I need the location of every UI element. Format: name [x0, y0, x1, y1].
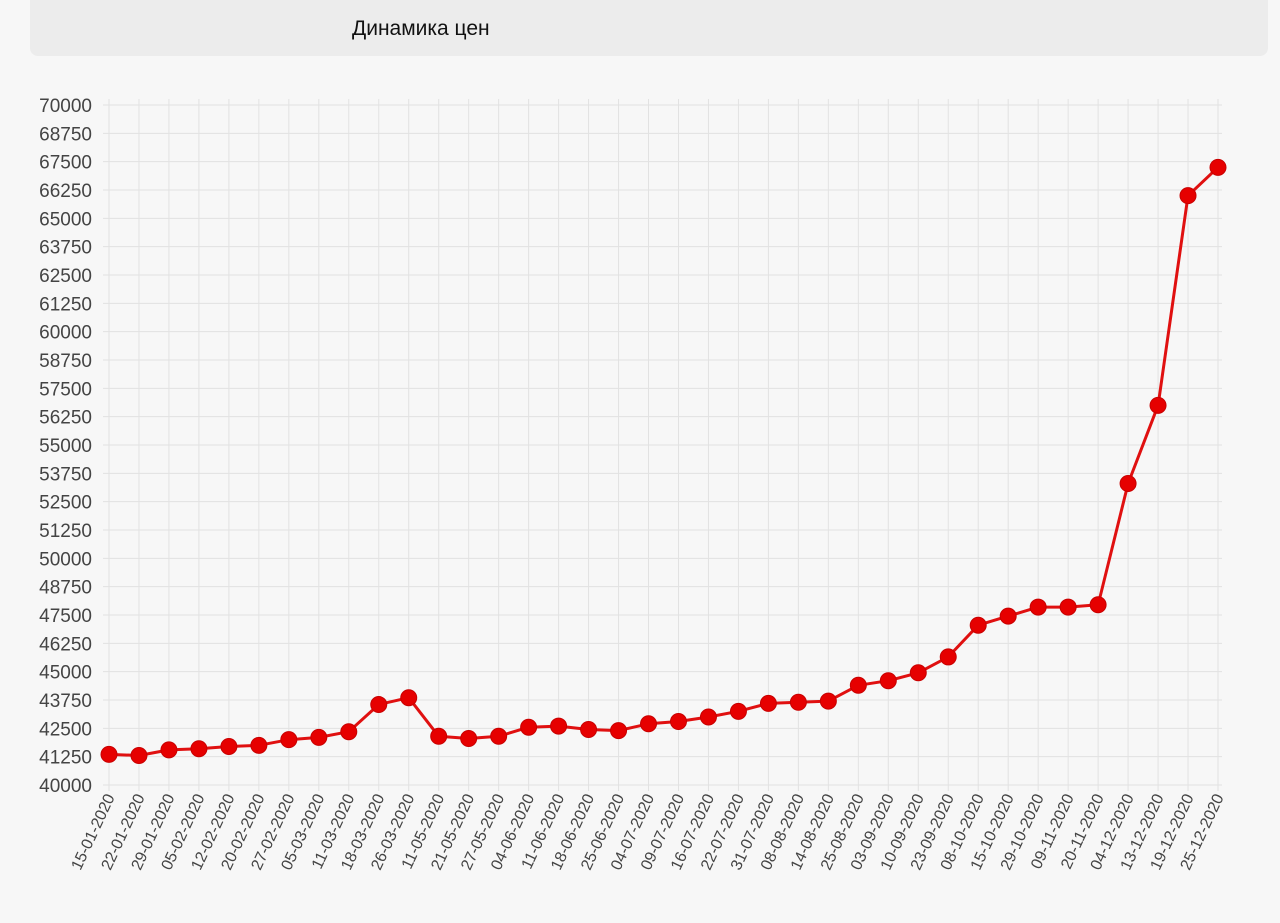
data-point[interactable]	[370, 696, 388, 714]
y-tick-label: 61250	[39, 294, 92, 315]
y-axis: 40000 41250 42500 43750 45000 46250 47500 48750…	[39, 96, 92, 797]
data-point[interactable]	[220, 737, 238, 755]
y-tick-label: 60000	[39, 323, 92, 344]
y-tick-label: 67500	[39, 153, 92, 174]
data-point[interactable]	[999, 607, 1017, 625]
data-point[interactable]	[580, 720, 598, 738]
y-tick-label: 57500	[39, 379, 92, 400]
data-point[interactable]	[430, 727, 448, 745]
y-tick-label: 43750	[39, 691, 92, 712]
data-point[interactable]	[310, 728, 328, 746]
data-point[interactable]	[160, 741, 178, 759]
y-tick-label: 50000	[39, 549, 92, 570]
data-point[interactable]	[969, 616, 987, 634]
data-point[interactable]	[490, 727, 508, 745]
y-tick-label: 51250	[39, 521, 92, 542]
data-point[interactable]	[1209, 158, 1227, 176]
data-point[interactable]	[1149, 396, 1167, 414]
data-point[interactable]	[280, 731, 298, 749]
data-point[interactable]	[100, 745, 118, 763]
y-tick-label: 52500	[39, 493, 92, 514]
y-tick-label: 40000	[39, 776, 92, 797]
header-bar: Динамика цен	[30, 0, 1268, 56]
data-point[interactable]	[340, 723, 358, 741]
data-point[interactable]	[849, 676, 867, 694]
data-point[interactable]	[550, 717, 568, 735]
data-point[interactable]	[879, 672, 897, 690]
data-point[interactable]	[729, 702, 747, 720]
data-point[interactable]	[699, 708, 717, 726]
data-point[interactable]	[1179, 187, 1197, 205]
y-tick-label: 70000	[39, 96, 92, 117]
y-tick-label: 53750	[39, 464, 92, 485]
data-point[interactable]	[460, 730, 478, 748]
data-point[interactable]	[819, 692, 837, 710]
y-tick-label: 62500	[39, 266, 92, 287]
data-point[interactable]	[939, 648, 957, 666]
y-tick-label: 45000	[39, 663, 92, 684]
data-point[interactable]	[1089, 596, 1107, 614]
data-point[interactable]	[130, 747, 148, 765]
y-tick-label: 63750	[39, 238, 92, 259]
y-tick-label: 65000	[39, 209, 92, 230]
data-points	[100, 158, 1227, 765]
data-point[interactable]	[909, 664, 927, 682]
data-point[interactable]	[1029, 598, 1047, 616]
data-point[interactable]	[1059, 598, 1077, 616]
data-point[interactable]	[789, 693, 807, 711]
series-line	[108, 166, 1220, 757]
data-point[interactable]	[610, 722, 628, 740]
chart-grid	[103, 99, 1222, 791]
y-tick-label: 46250	[39, 634, 92, 655]
data-point[interactable]	[520, 718, 538, 736]
data-point[interactable]	[669, 713, 687, 731]
data-point[interactable]	[190, 740, 208, 758]
data-point[interactable]	[1119, 475, 1137, 493]
y-tick-label: 66250	[39, 181, 92, 202]
data-point[interactable]	[400, 689, 418, 707]
data-point[interactable]	[640, 715, 658, 733]
y-tick-label: 68750	[39, 124, 92, 145]
y-tick-label: 41250	[39, 748, 92, 769]
y-tick-label: 48750	[39, 578, 92, 599]
y-tick-label: 56250	[39, 408, 92, 429]
y-tick-label: 47500	[39, 606, 92, 627]
page-title: Динамика цен	[352, 17, 490, 40]
y-tick-label: 58750	[39, 351, 92, 372]
y-tick-label: 55000	[39, 436, 92, 457]
data-point[interactable]	[759, 694, 777, 712]
x-axis: 15-01-202022-01-202029-01-202005-02-2020…	[69, 791, 1228, 872]
data-point[interactable]	[250, 736, 268, 754]
y-tick-label: 42500	[39, 719, 92, 740]
